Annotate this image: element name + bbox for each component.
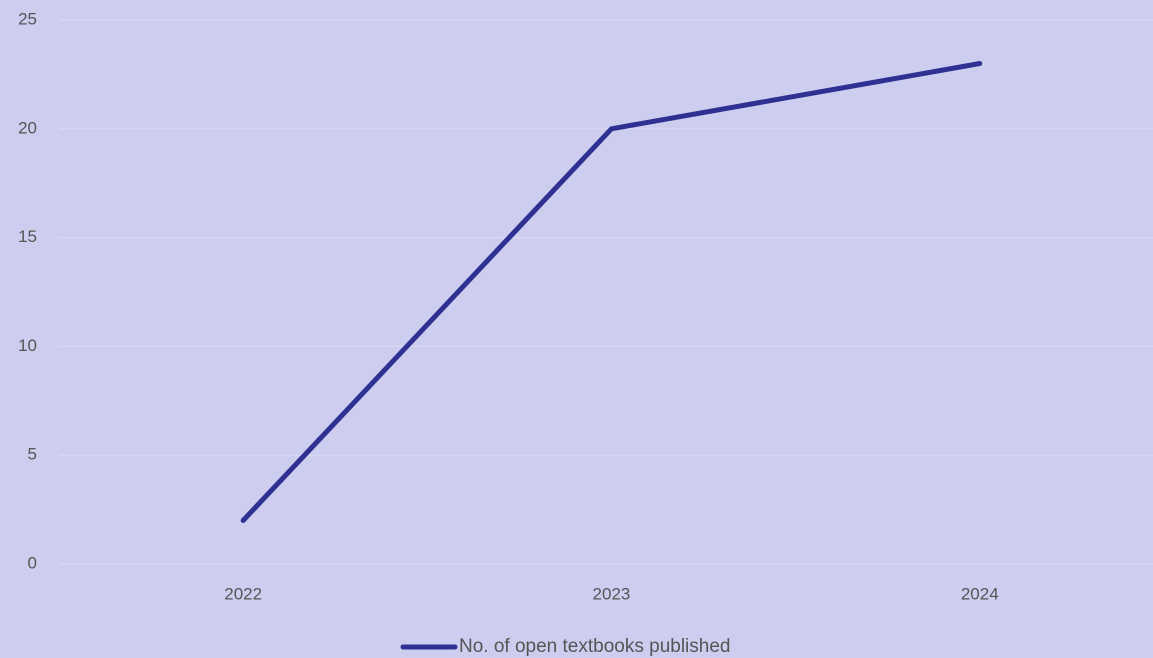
series-line xyxy=(240,61,983,523)
y-tick-label: 25 xyxy=(18,9,37,28)
y-tick-label: 10 xyxy=(18,336,37,355)
x-tick-label: 2023 xyxy=(593,584,631,603)
x-tick-label: 2022 xyxy=(224,584,262,603)
legend-label: No. of open textbooks published xyxy=(459,636,730,657)
y-tick-label: 20 xyxy=(18,118,37,137)
y-tick-label: 0 xyxy=(28,553,37,572)
y-tick-label: 5 xyxy=(28,445,37,464)
x-tick-label: 2024 xyxy=(961,584,999,603)
y-tick-label: 15 xyxy=(18,227,37,246)
